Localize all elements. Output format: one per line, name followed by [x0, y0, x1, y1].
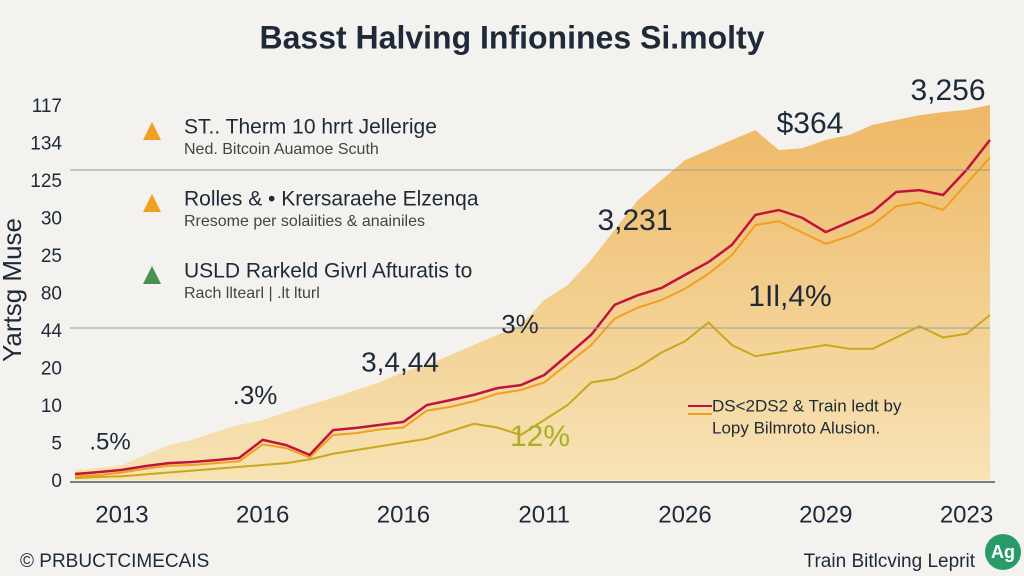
- y-axis-label: 20: [41, 359, 62, 380]
- y-axis-label: 30: [41, 209, 62, 230]
- y-axis-label: 125: [30, 171, 62, 192]
- inner-legend-text: Lopy Bilmroto Alusion.: [712, 418, 880, 437]
- annotation: 3,256: [910, 74, 985, 107]
- y-axis-label: 25: [41, 246, 62, 267]
- y-axis-label: 134: [30, 134, 62, 155]
- legend-subtitle: Rach lltearl | .lt lturl: [184, 285, 320, 302]
- annotation: 12%: [510, 420, 570, 453]
- annotation: .3%: [233, 380, 278, 410]
- badge-text: Ag: [991, 542, 1015, 562]
- y-axis-title: Yartsg Muse: [0, 218, 27, 362]
- annotation: .5%: [89, 428, 130, 455]
- x-tick-label: 2023: [940, 501, 993, 528]
- annotation: $364: [777, 107, 844, 140]
- x-tick-label: 2016: [377, 501, 430, 528]
- inner-legend-text: DS<2DS2 & Train ledt by: [712, 396, 902, 415]
- legend-marker: [143, 122, 161, 140]
- legend-marker: [143, 194, 161, 212]
- plot: [74, 105, 991, 480]
- badge: [985, 534, 1021, 570]
- x-tick-label: 2029: [799, 501, 852, 528]
- legend-marker: [143, 266, 161, 284]
- footer-left: © PRBUCTCIMECAIS: [20, 551, 209, 572]
- y-axis-label: 10: [41, 396, 62, 417]
- y-axis-label: 0: [51, 471, 62, 492]
- annotation: 3,231: [597, 204, 672, 237]
- y-axis-label: 80: [41, 284, 62, 305]
- legend-title: Rolles & • Krersaraehe Elzenqa: [184, 188, 479, 211]
- annotation: 1Il,4%: [748, 280, 831, 313]
- x-tick-label: 2016: [236, 501, 289, 528]
- chart-title: Basst Halving Infionines Si.molty: [260, 19, 765, 55]
- y-axis-label: 44: [41, 321, 63, 342]
- annotation: 3%: [501, 309, 539, 339]
- area: [75, 105, 990, 480]
- legend-subtitle: Rresome per solaiities & anainiles: [184, 213, 425, 230]
- legend-title: USLD Rarkeld Givrl Afturatis to: [184, 260, 472, 283]
- x-tick-label: 2011: [518, 501, 570, 528]
- y-axis-label: 117: [32, 96, 62, 117]
- line: [74, 314, 991, 480]
- legend-title: ST.. Therm 10 hrrt Jellerige: [184, 116, 437, 139]
- x-tick-label: 2026: [658, 501, 711, 528]
- y-axis-label: 5: [51, 434, 62, 455]
- footer-right: Train Bitlcving Leprit: [804, 551, 976, 572]
- x-tick-label: 2013: [95, 501, 148, 528]
- line: [74, 139, 991, 476]
- annotation: 3,4,44: [361, 346, 439, 377]
- legend-subtitle: Ned. Bitcoin Auamoe Scuth: [184, 141, 379, 158]
- line: [74, 156, 991, 478]
